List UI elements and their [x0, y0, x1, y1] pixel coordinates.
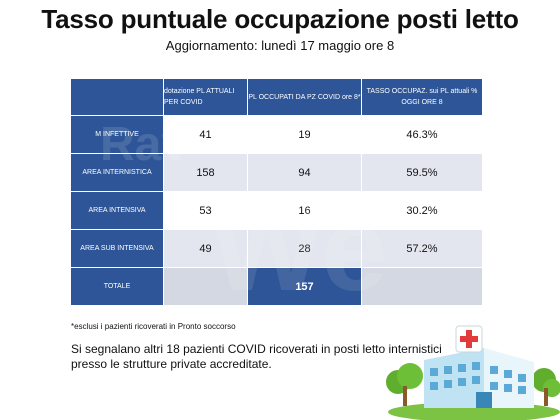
tasso-cell: 57.2% [361, 229, 483, 268]
tasso-cell: 59.5% [361, 153, 483, 192]
footnote: *esclusi i pazienti ricoverati in Pronto… [71, 322, 236, 331]
total-label: TOTALE [70, 267, 164, 306]
hospital-building-icon [386, 325, 560, 420]
occupati-cell: 16 [247, 191, 362, 230]
total-occupati-cell: 157 [247, 267, 362, 306]
tasso-cell: 30.2% [361, 191, 483, 230]
header-cell-empty [70, 78, 164, 116]
dotazione-cell: 49 [163, 229, 248, 268]
row-label: AREA INTERNISTICA [70, 153, 164, 192]
table-row: AREA INTENSIVA 53 16 30.2% [70, 191, 483, 230]
info-text: Si segnalano altri 18 pazienti COVID ric… [71, 342, 442, 371]
total-row: TOTALE 157 [70, 267, 483, 306]
dotazione-cell: 158 [163, 153, 248, 192]
dotazione-cell: 53 [163, 191, 248, 230]
header-cell-tasso: TASSO OCCUPAZ. sui PL attuali % OGGI ORE… [361, 78, 483, 116]
page-title: Tasso puntuale occupazione posti letto [41, 4, 519, 34]
total-dotazione-cell [163, 267, 248, 306]
occupati-cell: 94 [247, 153, 362, 192]
table-row: AREA SUB INTENSIVA 49 28 57.2% [70, 229, 483, 268]
table-row: AREA INTERNISTICA 158 94 59.5% [70, 153, 483, 192]
table-header-row: dotazione PL ATTUALI PER COVID PL OCCUPA… [70, 78, 483, 116]
row-label: AREA SUB INTENSIVA [70, 229, 164, 268]
occupati-cell: 19 [247, 115, 362, 154]
tasso-cell: 46.3% [361, 115, 483, 154]
total-tasso-cell [361, 267, 483, 306]
table-row: M INFETTIVE 41 19 46.3% [70, 115, 483, 154]
row-label: AREA INTENSIVA [70, 191, 164, 230]
occupati-cell: 28 [247, 229, 362, 268]
dotazione-cell: 41 [163, 115, 248, 154]
row-label: M INFETTIVE [70, 115, 164, 154]
occupancy-table: dotazione PL ATTUALI PER COVID PL OCCUPA… [70, 78, 483, 306]
header-cell-dotazione: dotazione PL ATTUALI PER COVID [163, 78, 248, 116]
page-subtitle: Aggiornamento: lunedì 17 maggio ore 8 [165, 38, 395, 53]
header-cell-occupati: PL OCCUPATI DA PZ COVID ore 8* [247, 78, 362, 116]
